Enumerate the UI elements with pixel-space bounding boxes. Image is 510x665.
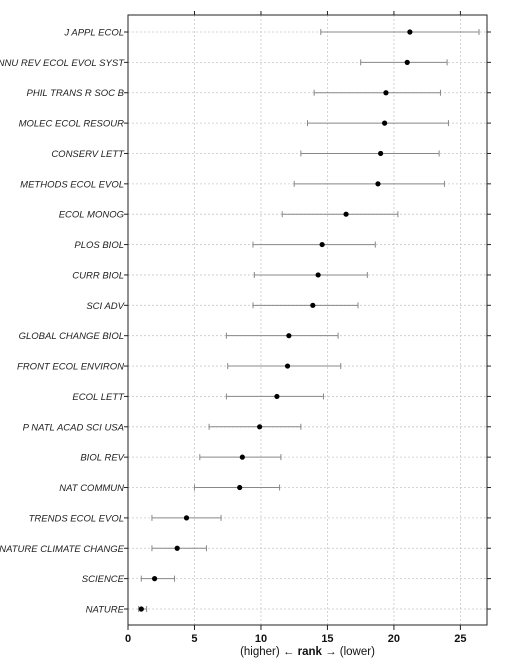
data-point	[319, 241, 325, 248]
category-label: J APPL ECOL	[63, 28, 124, 39]
x-tick-label: 20	[388, 633, 400, 645]
category-label: METHODS ECOL EVOL	[20, 179, 124, 190]
category-label: NAT COMMUN	[59, 483, 124, 494]
category-label: CURR BIOL	[72, 270, 124, 281]
category-label: BIOL REV	[80, 453, 125, 464]
category-label: P NATL ACAD SCI USA	[23, 422, 124, 433]
category-label: TRENDS ECOL EVOL	[29, 513, 124, 524]
data-point	[378, 150, 384, 157]
category-label: SCI ADV	[86, 301, 125, 312]
category-label: MOLEC ECOL RESOUR	[19, 119, 125, 130]
category-labels: J APPL ECOL ANNU REV ECOL EVOL SYST PHIL T…	[0, 28, 126, 616]
x-tick-label: 10	[255, 633, 267, 645]
x-axis-title-left: (higher) ←	[240, 646, 298, 658]
data-point	[239, 454, 245, 460]
data-point	[257, 424, 263, 430]
data-point	[383, 90, 389, 96]
data-point	[183, 515, 190, 521]
category-label: PLOS BIOL	[74, 240, 124, 251]
data-point	[343, 211, 349, 217]
axis-ticks	[124, 11, 491, 630]
category-label: CONSERV LETT	[51, 149, 125, 160]
plot-frame	[127, 14, 488, 626]
error-bars	[138, 29, 480, 612]
category-label: GLOBAL CHANGE BIOL	[19, 331, 124, 342]
data-point	[174, 545, 180, 551]
category-label: ANNU REV ECOL EVOL SYST	[0, 58, 125, 69]
data-point	[407, 29, 413, 35]
x-axis-title-bold: rank	[298, 646, 323, 658]
category-label: SCIENCE	[82, 574, 125, 585]
category-label: NATURE	[86, 605, 125, 616]
category-label: NATURE CLIMATE CHANGE	[0, 544, 125, 555]
data-point	[274, 393, 280, 400]
data-point	[375, 181, 381, 187]
data-point	[310, 302, 316, 308]
data-point	[284, 363, 291, 369]
x-tick-label: 0	[125, 633, 131, 645]
gridlines	[128, 15, 487, 625]
data-point	[151, 576, 158, 582]
category-label: PHIL TRANS R SOC B	[27, 88, 125, 99]
data-point	[138, 606, 144, 612]
data-point	[382, 120, 388, 126]
category-label: FRONT ECOL ENVIRON	[17, 362, 124, 373]
data-point	[315, 272, 321, 278]
x-axis-title: (higher) ← rank → (lower)	[240, 646, 375, 658]
x-tick-label: 25	[454, 633, 466, 645]
category-label: ECOL LETT	[72, 392, 125, 403]
x-tick-label: 15	[321, 633, 333, 645]
data-point	[286, 333, 292, 339]
x-tick-labels: 0 5 10 15 20 25	[125, 633, 467, 645]
category-label: ECOL MONOG	[59, 210, 124, 221]
x-axis-title-right: → (lower)	[322, 646, 375, 658]
data-point	[404, 59, 410, 65]
data-point	[237, 484, 243, 491]
x-tick-label: 5	[191, 633, 197, 645]
data-points	[138, 29, 413, 612]
